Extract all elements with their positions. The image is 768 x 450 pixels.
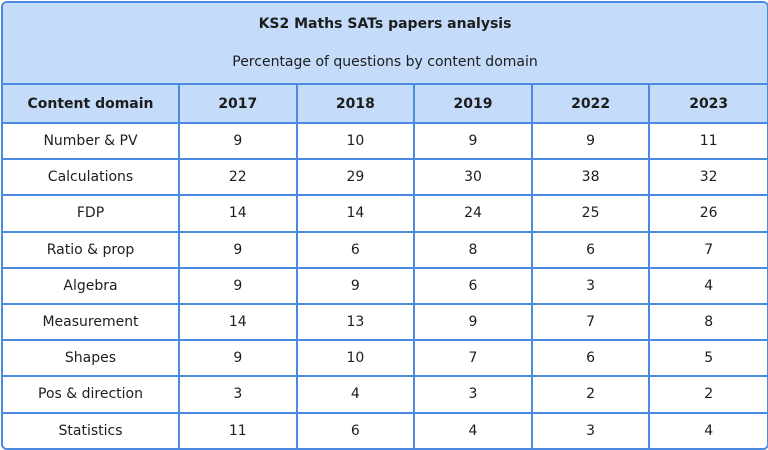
- column-header-content-domain: Content domain: [3, 85, 180, 124]
- table-cell: 32: [648, 158, 767, 197]
- row-label: Pos & direction: [3, 375, 180, 414]
- column-header-2023: 2023: [648, 85, 767, 124]
- row-label: FDP: [3, 194, 180, 233]
- table-cell: 9: [413, 302, 533, 342]
- table-cell: 3: [530, 266, 651, 305]
- table-cell: 5: [648, 339, 767, 378]
- table-cell: 9: [530, 121, 651, 161]
- table-cell: 7: [413, 339, 533, 378]
- table-row: Measurement 14 13 9 7 8: [3, 302, 767, 342]
- header-row: Content domain 2017 2018 2019 2022 2023: [3, 85, 767, 124]
- table-row: Statistics 11 6 4 3 4: [3, 411, 767, 448]
- column-header-2018: 2018: [295, 85, 416, 124]
- table-cell: 14: [178, 302, 298, 342]
- table-cell: 9: [178, 339, 298, 378]
- table-cell: 9: [295, 266, 416, 305]
- row-label: Shapes: [3, 339, 180, 378]
- row-label: Ratio & prop: [3, 230, 180, 269]
- table-cell: 6: [295, 230, 416, 269]
- table-cell: 2: [648, 375, 767, 414]
- column-header-2019: 2019: [413, 85, 533, 124]
- column-header-2022: 2022: [530, 85, 651, 124]
- table-cell: 4: [413, 411, 533, 448]
- table-cell: 11: [648, 121, 767, 161]
- table-cell: 9: [178, 230, 298, 269]
- table-title-box: KS2 Maths SATs papers analysis Percentag…: [3, 3, 767, 85]
- table-row: FDP 14 14 24 25 26: [3, 194, 767, 233]
- table-row: Shapes 9 10 7 6 5: [3, 339, 767, 378]
- table-cell: 4: [648, 411, 767, 448]
- table-cell: 4: [648, 266, 767, 305]
- table-cell: 24: [413, 194, 533, 233]
- table-cell: 6: [530, 339, 651, 378]
- table-cell: 6: [295, 411, 416, 448]
- table-cell: 7: [648, 230, 767, 269]
- table-cell: 4: [295, 375, 416, 414]
- table-cell: 38: [530, 158, 651, 197]
- table-row: Calculations 22 29 30 38 32: [3, 158, 767, 197]
- row-label: Statistics: [3, 411, 180, 448]
- table-cell: 9: [178, 266, 298, 305]
- table-row: Number & PV 9 10 9 9 11: [3, 121, 767, 161]
- table-cell: 13: [295, 302, 416, 342]
- table-cell: 22: [178, 158, 298, 197]
- table-cell: 3: [413, 375, 533, 414]
- table-cell: 25: [530, 194, 651, 233]
- table-cell: 14: [295, 194, 416, 233]
- table-cell: 3: [178, 375, 298, 414]
- row-label: Algebra: [3, 266, 180, 305]
- table-row: Algebra 9 9 6 3 4: [3, 266, 767, 305]
- table-cell: 10: [295, 339, 416, 378]
- table-cell: 6: [530, 230, 651, 269]
- table-title: KS2 Maths SATs papers analysis: [258, 16, 512, 32]
- table-cell: 14: [178, 194, 298, 233]
- table-cell: 8: [413, 230, 533, 269]
- row-label: Calculations: [3, 158, 180, 197]
- column-header-2017: 2017: [178, 85, 298, 124]
- table-cell: 9: [178, 121, 298, 161]
- table-row: Pos & direction 3 4 3 2 2: [3, 375, 767, 414]
- table-cell: 30: [413, 158, 533, 197]
- table-cell: 9: [413, 121, 533, 161]
- table-cell: 8: [648, 302, 767, 342]
- table-cell: 29: [295, 158, 416, 197]
- table-row: Ratio & prop 9 6 8 6 7: [3, 230, 767, 269]
- table-subtitle: Percentage of questions by content domai…: [232, 54, 538, 70]
- table-cell: 26: [648, 194, 767, 233]
- table-cell: 3: [530, 411, 651, 448]
- table-cell: 11: [178, 411, 298, 448]
- table-cell: 10: [295, 121, 416, 161]
- table-cell: 7: [530, 302, 651, 342]
- row-label: Number & PV: [3, 121, 180, 161]
- row-label: Measurement: [3, 302, 180, 342]
- data-table: Content domain 2017 2018 2019 2022 2023 Numbe…: [3, 85, 767, 448]
- table-cell: 2: [530, 375, 651, 414]
- table-cell: 6: [413, 266, 533, 305]
